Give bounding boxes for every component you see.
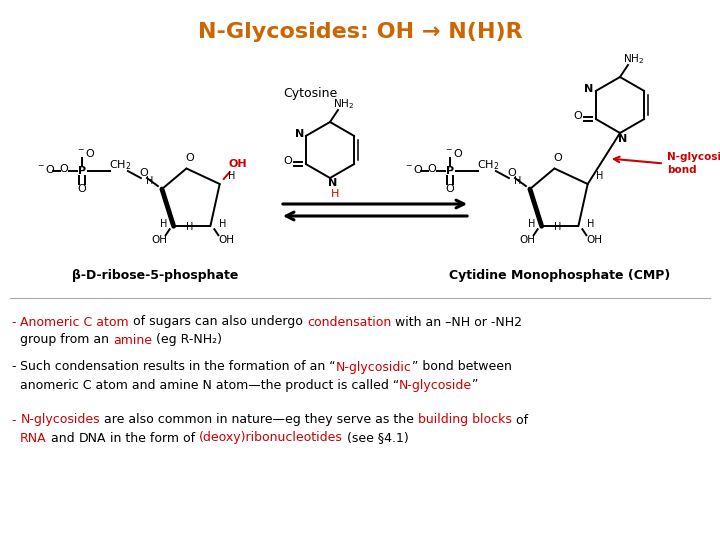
Text: O: O — [185, 153, 194, 164]
Text: H: H — [587, 219, 594, 229]
Text: OH: OH — [520, 235, 536, 245]
Text: O: O — [573, 111, 582, 121]
Text: H: H — [554, 222, 562, 232]
Text: O: O — [446, 184, 454, 194]
Text: $^-$O: $^-$O — [404, 163, 424, 175]
Text: $^-$O: $^-$O — [76, 147, 96, 159]
Text: RNA: RNA — [20, 431, 47, 444]
Text: Cytidine Monophosphate (CMP): Cytidine Monophosphate (CMP) — [449, 268, 670, 281]
Text: H: H — [514, 176, 521, 186]
Text: O: O — [284, 156, 292, 166]
Text: DNA: DNA — [78, 431, 106, 444]
Text: $^-$O: $^-$O — [444, 147, 464, 159]
Text: in the form of: in the form of — [106, 431, 199, 444]
Text: O: O — [78, 184, 86, 194]
Text: OH: OH — [586, 235, 603, 245]
Text: Cytosine: Cytosine — [283, 87, 337, 100]
Text: condensation: condensation — [307, 315, 391, 328]
Text: N: N — [618, 134, 628, 144]
Text: O: O — [140, 168, 148, 178]
Text: NH$_2$: NH$_2$ — [624, 52, 644, 66]
Text: P: P — [446, 166, 454, 176]
Text: (see §4.1): (see §4.1) — [343, 431, 408, 444]
Text: P: P — [78, 166, 86, 176]
Text: H: H — [528, 219, 536, 229]
Text: H: H — [330, 189, 339, 199]
Text: ”: ” — [472, 379, 479, 392]
Text: group from an: group from an — [12, 334, 113, 347]
Text: H: H — [160, 219, 167, 229]
Text: of: of — [512, 414, 528, 427]
Text: and: and — [47, 431, 78, 444]
Text: OH: OH — [152, 235, 168, 245]
Text: N: N — [328, 178, 338, 188]
Text: OH: OH — [228, 159, 247, 169]
Text: N-glycosidic
bond: N-glycosidic bond — [667, 152, 720, 175]
Text: β-D-ribose-5-phosphate: β-D-ribose-5-phosphate — [72, 268, 238, 281]
Text: H: H — [228, 171, 235, 181]
Text: -: - — [12, 414, 20, 427]
Text: with an –NH or -NH2: with an –NH or -NH2 — [391, 315, 522, 328]
Text: O: O — [60, 164, 68, 174]
Text: $^-$O: $^-$O — [36, 163, 56, 175]
Text: building blocks: building blocks — [418, 414, 512, 427]
Text: N: N — [584, 84, 593, 94]
Text: N: N — [295, 129, 305, 139]
Text: H: H — [219, 219, 226, 229]
Text: (deoxy)ribonucleotides: (deoxy)ribonucleotides — [199, 431, 343, 444]
Text: H: H — [146, 176, 153, 186]
Text: N-glycosides: N-glycosides — [20, 414, 100, 427]
Text: CH$_2$: CH$_2$ — [109, 158, 131, 172]
Text: N-Glycosides: OH → N(H)R: N-Glycosides: OH → N(H)R — [198, 22, 522, 42]
Text: are also common in nature—eg they serve as the: are also common in nature—eg they serve … — [100, 414, 418, 427]
Text: H: H — [186, 222, 194, 232]
Text: amine: amine — [113, 334, 152, 347]
Text: Anomeric C atom: Anomeric C atom — [20, 315, 129, 328]
Text: -: - — [12, 315, 20, 328]
Text: anomeric C atom and amine N atom—the product is called “: anomeric C atom and amine N atom—the pro… — [12, 379, 400, 392]
Text: NH$_2$: NH$_2$ — [333, 97, 354, 111]
Text: N-glycoside: N-glycoside — [400, 379, 472, 392]
Text: O: O — [508, 168, 516, 178]
Text: ” bond between: ” bond between — [412, 361, 512, 374]
Text: H: H — [596, 171, 603, 181]
Text: OH: OH — [218, 235, 234, 245]
Text: Such condensation results in the formation of an “: Such condensation results in the formati… — [20, 361, 336, 374]
Text: O: O — [553, 153, 562, 164]
Text: CH$_2$: CH$_2$ — [477, 158, 499, 172]
Text: of sugars can also undergo: of sugars can also undergo — [129, 315, 307, 328]
Text: -: - — [12, 361, 20, 374]
Text: N-glycosidic: N-glycosidic — [336, 361, 412, 374]
Text: O: O — [428, 164, 436, 174]
Text: (eg R-NH₂): (eg R-NH₂) — [152, 334, 222, 347]
